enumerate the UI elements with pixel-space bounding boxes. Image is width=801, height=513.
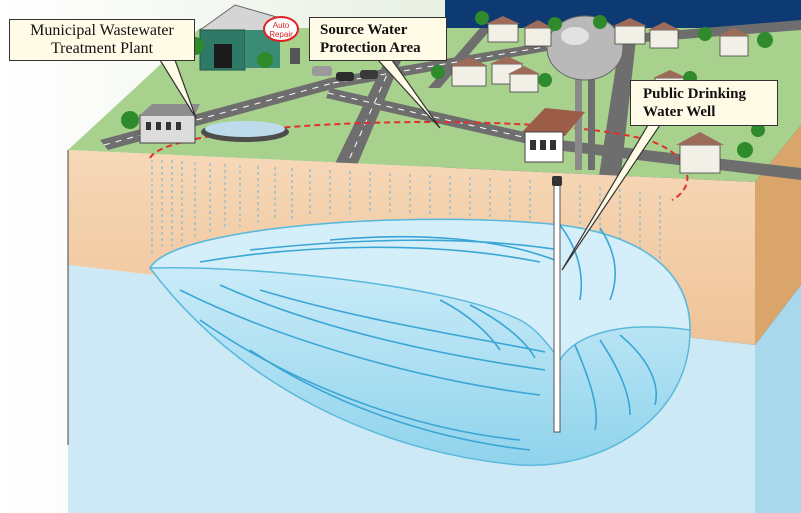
treatment-plant	[139, 104, 289, 144]
pump-house	[522, 108, 585, 163]
block-right-face-aquifer	[755, 285, 801, 513]
sign-text-2: Repair	[269, 30, 293, 39]
wastewater-label-line1: Municipal Wastewater	[30, 22, 174, 39]
wastewater-label-line2: Treatment Plant	[50, 40, 154, 57]
wastewater-plant-callout: Municipal Wastewater Treatment Plant	[9, 19, 195, 61]
sign-text-1: Auto	[272, 21, 290, 30]
infiltration-lines	[151, 160, 661, 262]
well-label-line2: Water Well	[643, 104, 716, 120]
block-right-face-soil	[755, 125, 801, 345]
well-casing	[553, 181, 561, 433]
well-label-line1: Public Drinking	[643, 86, 746, 102]
flow-lines	[179, 224, 657, 451]
well-head	[552, 176, 562, 186]
protection-area-callout: Source Water Protection Area	[309, 17, 447, 61]
protection-label-line1: Source Water	[320, 22, 408, 38]
water-tower	[546, 15, 624, 170]
auto-repair-sign: Auto Repair	[263, 16, 299, 42]
drinking-well-callout: Public Drinking Water Well	[630, 80, 778, 126]
house-roofs	[450, 16, 750, 145]
protection-label-line2: Protection Area	[320, 40, 421, 56]
